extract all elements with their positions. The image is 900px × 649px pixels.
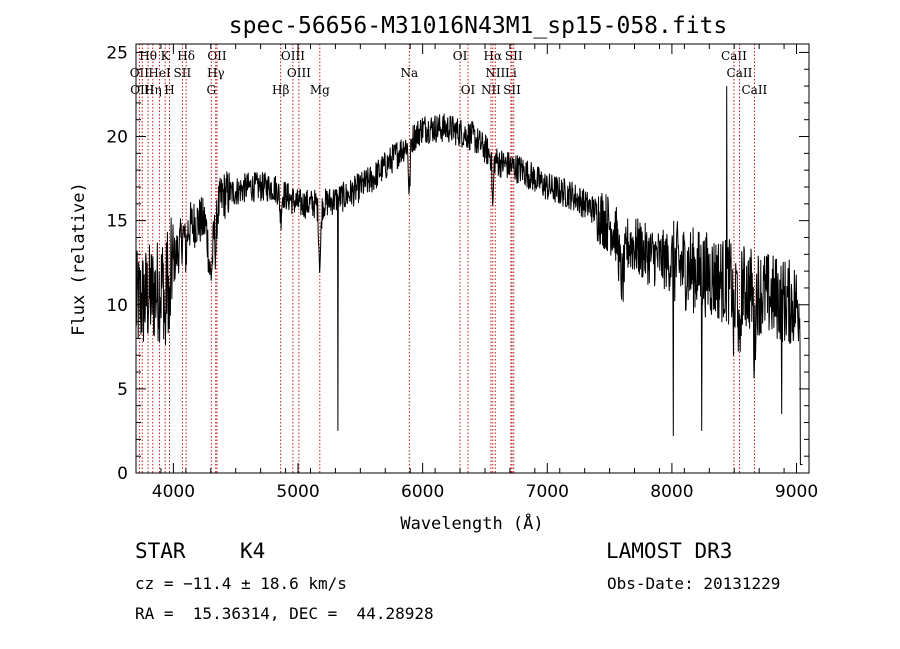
line-marker-label: CaII [741,83,767,97]
y-tick-label: 5 [117,380,128,400]
line-marker-label: NII [481,83,501,97]
line-marker-label: OII [130,66,150,80]
line-marker-label: HeI [148,66,171,80]
chart-title: spec-56656-M31016N43M1_sp15-058.fits [229,13,728,39]
spectrum-series [135,86,803,466]
redshift-cz: cz = −11.4 ± 18.6 km/s [135,574,347,593]
x-tick-label: 7000 [526,482,569,502]
star-class: STAR [135,539,186,563]
obs-date: Obs-Date: 20131229 [607,574,781,593]
line-marker-label: Hη [144,83,162,97]
y-tick-label: 10 [106,296,128,316]
y-tick-label: 20 [106,128,128,148]
x-axis-label: Wavelength (Å) [400,512,543,534]
line-marker-label: SII [174,66,192,80]
x-tick-label: 6000 [401,482,444,502]
line-marker-label: Li [505,66,517,80]
line-marker-label: H [164,83,174,97]
line-marker-label: OII [207,49,227,63]
line-marker-label: CaII [721,49,747,63]
line-marker-label: CaII [727,66,753,80]
star-subclass: K4 [240,539,266,563]
y-tick-label: 25 [106,43,128,63]
plot-frame [135,43,810,474]
spectrum-line [135,86,803,466]
line-marker-label: OI [461,83,476,97]
line-marker-label: Mg [310,83,330,97]
line-marker-label: Hγ [207,66,225,80]
x-tick-label: 4000 [152,482,195,502]
line-marker-label: OI [453,49,468,63]
y-tick-label: 0 [117,464,128,484]
x-tick-label: 8000 [650,482,693,502]
x-tick-label: 9000 [775,482,818,502]
line-marker-label: Hα [484,49,503,63]
line-marker-label: SII [505,49,523,63]
line-marker-label: G [206,83,216,97]
y-axis-label: Flux (relative) [69,182,89,336]
line-marker-label: Na [400,66,418,80]
coordinates: RA = 15.36314, DEC = 44.28928 [135,604,434,623]
survey-name: LAMOST DR3 [606,539,733,563]
axis-ticks: 4000 5000 6000 7000 8000 9000 0 5 10 15 20 25 [106,43,818,502]
line-marker-label: K [161,49,171,63]
line-marker-label: SII [503,83,521,97]
line-marker-label: OIII [281,49,305,63]
y-tick-label: 15 [106,212,128,232]
line-marker-label: NII [485,66,505,80]
line-marker-label: Hδ [177,49,195,63]
x-tick-label: 5000 [276,482,319,502]
line-marker-label: Hβ [272,83,289,97]
line-marker-label: OIII [287,66,311,80]
